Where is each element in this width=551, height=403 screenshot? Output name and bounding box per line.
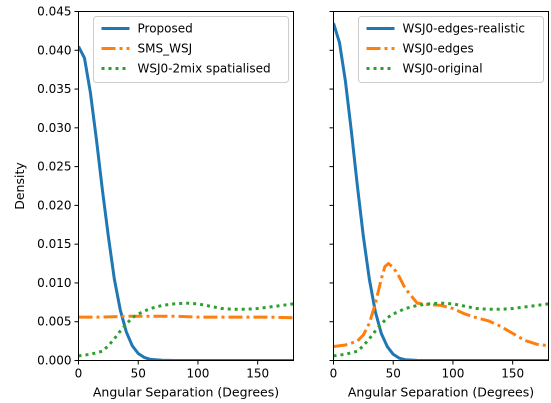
x-tick-label: 50 <box>386 367 401 381</box>
legend-label: WSJ0-edges-realistic <box>403 22 526 36</box>
x-tick-label: 150 <box>246 367 269 381</box>
legend-label: SMS_WSJ <box>138 42 193 56</box>
axes-frame <box>78 11 294 361</box>
y-tick-label: 0.020 <box>37 198 71 212</box>
chart-panel-2: 0 50 100 150 Angular Separation (Degrees) WSJ… <box>329 11 549 400</box>
y-tick-label: 0.030 <box>37 121 71 135</box>
x-axis-label: Angular Separation (Degrees) <box>348 385 534 400</box>
chart-panel-1: 0 50 100 150 0.000 0.005 0.010 0.015 0.020 0.025 0… <box>12 5 294 400</box>
legend: WSJ0-edges-realistic WSJ0-edges WSJ0-origi… <box>358 16 544 83</box>
y-tick-label: 0.040 <box>37 43 71 57</box>
series-line-3 <box>333 301 549 358</box>
series-line-3 <box>78 301 294 358</box>
legend-box <box>93 16 289 83</box>
y-tick-label: 0.010 <box>37 276 71 290</box>
x-tick-label: 0 <box>330 367 338 381</box>
x-tick-label: 50 <box>131 367 146 381</box>
legend-label: Proposed <box>138 22 193 36</box>
y-axis-label: Density <box>12 162 27 210</box>
axes-frame <box>333 11 549 361</box>
y-tick-label: 0.045 <box>37 5 71 19</box>
y-tick-label: 0.015 <box>37 237 71 251</box>
x-tick-label: 100 <box>186 367 209 381</box>
y-tick-label: 0.035 <box>37 82 71 96</box>
series-line-1 <box>333 22 549 361</box>
series-line-1 <box>78 45 294 361</box>
series-line-2 <box>78 314 294 320</box>
x-tick-label: 0 <box>75 367 83 381</box>
legend-label: WSJ0-edges <box>403 42 474 56</box>
x-tick-label: 150 <box>501 367 524 381</box>
legend-label: WSJ0-2mix spatialised <box>138 62 271 76</box>
legend-label: WSJ0-original <box>403 62 483 76</box>
y-tick-label: 0.025 <box>37 160 71 174</box>
x-tick-label: 100 <box>441 367 464 381</box>
legend-box <box>358 16 544 83</box>
y-tick-label: 0.005 <box>37 315 71 329</box>
y-tick-label: 0.000 <box>37 354 71 368</box>
x-axis-label: Angular Separation (Degrees) <box>93 385 279 400</box>
series-line-2 <box>333 262 549 349</box>
legend: Proposed SMS_WSJ WSJ0-2mix spatialised <box>93 16 289 83</box>
